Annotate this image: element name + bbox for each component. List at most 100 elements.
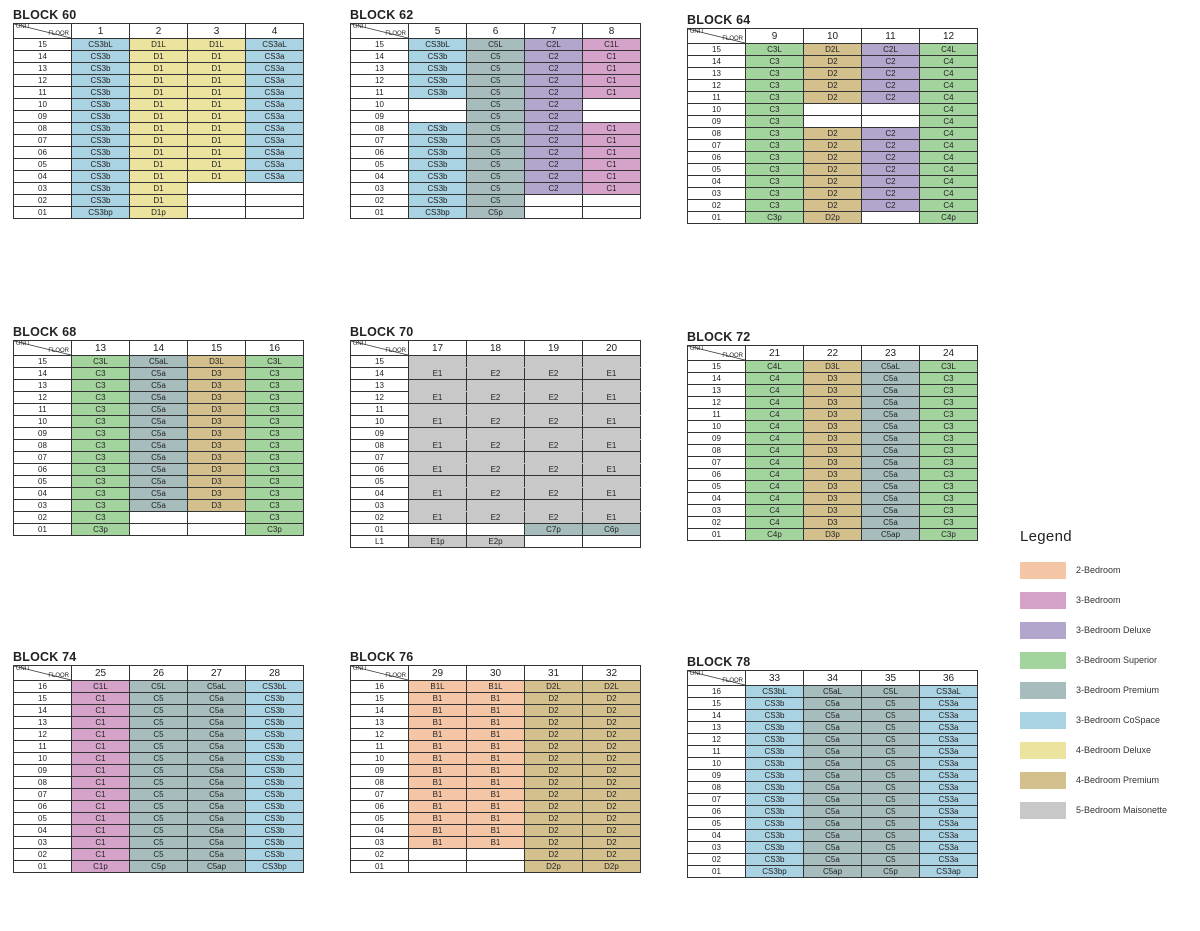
unit-cell: C5a bbox=[187, 752, 246, 765]
unit-cell: CS3bL bbox=[408, 38, 467, 51]
unit-cell: D1 bbox=[129, 182, 188, 195]
unit-cell: E2 bbox=[524, 391, 583, 404]
unit-cell: C3L bbox=[919, 360, 978, 373]
unit-cell: D1 bbox=[187, 98, 246, 111]
unit-cell: C2 bbox=[524, 170, 583, 183]
unit-cell: C1 bbox=[582, 146, 641, 159]
unit-cell: C5 bbox=[129, 716, 188, 729]
unit-cell: D2 bbox=[524, 716, 583, 729]
unit-cell: CS3a bbox=[245, 122, 304, 135]
unit-cell bbox=[466, 848, 525, 861]
floor-row: 01 CS3bp D1p bbox=[13, 206, 304, 219]
unit-cell: C5 bbox=[129, 848, 188, 861]
unit-cell: D2 bbox=[524, 836, 583, 849]
unit-cell: CS3b bbox=[745, 829, 804, 842]
unit-cell: C3 bbox=[745, 151, 804, 164]
unit-cell: C1 bbox=[71, 824, 130, 837]
floor-row: 01 C7p C6p bbox=[350, 523, 641, 536]
floor-row: 05 bbox=[350, 475, 641, 488]
unit-cell: CS3b bbox=[245, 716, 304, 729]
header-row: UNIT FLOOR 17 18 19 20 bbox=[350, 340, 641, 356]
unit-cell: E2 bbox=[524, 367, 583, 380]
unit-header: 4 bbox=[245, 23, 304, 39]
unit-header: 8 bbox=[582, 23, 641, 39]
floor-label: 07 bbox=[350, 134, 409, 147]
unit-cell: C5 bbox=[466, 74, 525, 87]
diagonal-line-icon bbox=[14, 341, 71, 355]
unit-cell: C2 bbox=[861, 55, 920, 68]
unit-cell bbox=[187, 206, 246, 219]
unit-cell: CS3a bbox=[919, 793, 978, 806]
unit-cell: D2 bbox=[803, 139, 862, 152]
corner-unit-label: UNIT bbox=[690, 29, 704, 36]
floor-row: 12 CS3b D1 D1 CS3a bbox=[13, 74, 304, 87]
unit-cell: E2 bbox=[466, 415, 525, 428]
unit-cell: CS3b bbox=[408, 194, 467, 207]
unit-cell: D3 bbox=[187, 475, 246, 488]
floor-row: 05 C4 D3 C5a C3 bbox=[687, 480, 978, 493]
unit-cell: CS3b bbox=[745, 805, 804, 818]
unit-cell: B1 bbox=[466, 776, 525, 789]
unit-cell: E1 bbox=[582, 487, 641, 500]
unit-cell bbox=[524, 379, 583, 392]
unit-cell: C4 bbox=[745, 456, 804, 469]
floor-label: 05 bbox=[13, 475, 72, 488]
corner-floor-label: FLOOR bbox=[48, 31, 69, 37]
unit-cell: C4 bbox=[919, 175, 978, 188]
unit-cell: B1 bbox=[408, 776, 467, 789]
floor-label: 02 bbox=[687, 516, 746, 529]
floor-row: 08 B1 B1 D2 D2 bbox=[350, 776, 641, 789]
unit-cell: C3 bbox=[919, 504, 978, 517]
unit-cell: C1 bbox=[71, 776, 130, 789]
unit-cell: CS3b bbox=[245, 728, 304, 741]
unit-cell: B1 bbox=[408, 704, 467, 717]
unit-cell: C1 bbox=[71, 740, 130, 753]
unit-cell: C5 bbox=[861, 817, 920, 830]
unit-cell bbox=[524, 355, 583, 368]
unit-cell: B1 bbox=[466, 752, 525, 765]
unit-cell bbox=[408, 860, 467, 873]
unit-cell: CS3b bbox=[408, 170, 467, 183]
floor-row: 07 C1 C5 C5a CS3b bbox=[13, 788, 304, 801]
unit-cell: C5a bbox=[803, 829, 862, 842]
unit-cell: CS3b bbox=[745, 769, 804, 782]
unit-cell: D1L bbox=[187, 38, 246, 51]
floor-row: 14 CS3b D1 D1 CS3a bbox=[13, 50, 304, 63]
unit-cell bbox=[408, 110, 467, 123]
floor-row: 06 C4 D3 C5a C3 bbox=[687, 468, 978, 481]
unit-cell: B1 bbox=[408, 752, 467, 765]
floor-label: 03 bbox=[13, 182, 72, 195]
unit-cell: CS3b bbox=[245, 776, 304, 789]
unit-cell: C5aL bbox=[861, 360, 920, 373]
unit-cell: D3 bbox=[803, 480, 862, 493]
floor-row: 04 E1 E2 E2 E1 bbox=[350, 487, 641, 500]
floor-label: 16 bbox=[350, 680, 409, 693]
floor-label: 09 bbox=[687, 769, 746, 782]
unit-cell: D3 bbox=[803, 444, 862, 457]
floor-row: 13 C4 D3 C5a C3 bbox=[687, 384, 978, 397]
floor-label: 01 bbox=[687, 528, 746, 541]
unit-cell: E1 bbox=[408, 463, 467, 476]
unit-cell: C5a bbox=[187, 836, 246, 849]
unit-cell: C1 bbox=[71, 848, 130, 861]
unit-cell: C3 bbox=[745, 163, 804, 176]
unit-cell: E1 bbox=[582, 463, 641, 476]
unit-cell: C5 bbox=[129, 788, 188, 801]
unit-cell: C1 bbox=[582, 158, 641, 171]
floor-label: 01 bbox=[687, 211, 746, 224]
unit-cell: C5 bbox=[861, 769, 920, 782]
unit-cell: C5 bbox=[861, 829, 920, 842]
unit-cell: D2 bbox=[524, 704, 583, 717]
unit-cell: CS3b bbox=[408, 62, 467, 75]
unit-cell: B1 bbox=[408, 800, 467, 813]
unit-cell: C5 bbox=[466, 194, 525, 207]
unit-cell: D2L bbox=[803, 43, 862, 56]
floor-label: 12 bbox=[13, 74, 72, 87]
unit-cell bbox=[187, 511, 246, 524]
floor-label: 04 bbox=[350, 170, 409, 183]
floor-row: 03 CS3b C5 C2 C1 bbox=[350, 182, 641, 195]
unit-cell: C4 bbox=[919, 187, 978, 200]
block-5: BLOCK 72 UNIT FLOOR 21 22 23 24 15 C4L D3L C5aL C3L… bbox=[687, 330, 978, 541]
unit-cell: C3 bbox=[919, 432, 978, 445]
unit-cell: C6p bbox=[582, 523, 641, 536]
